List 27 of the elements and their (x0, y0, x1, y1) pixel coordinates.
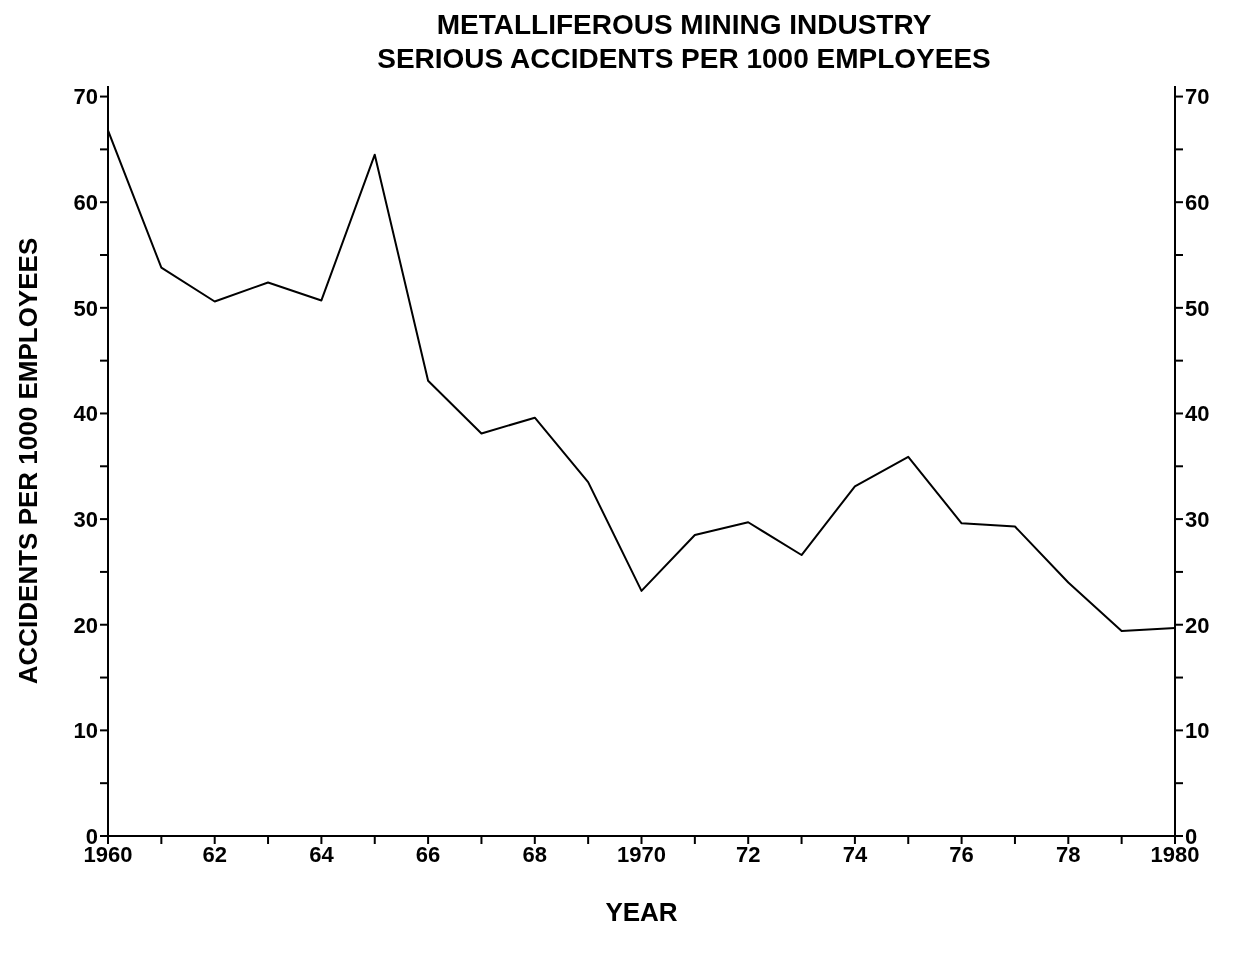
x-tick-label: 76 (949, 841, 974, 867)
y-tick-label: 40 (73, 401, 98, 427)
x-tick-label: 78 (1056, 841, 1081, 867)
x-tick-label: 74 (842, 841, 868, 867)
y-tick-label: 60 (73, 190, 98, 216)
y-tick-label: 20 (73, 612, 98, 638)
y-tick-label: 30 (73, 506, 98, 532)
x-tick-label: 1970 (617, 841, 666, 867)
y-axis-title: ACCIDENTS PER 1000 EMPLOYEES (13, 237, 44, 685)
x-tick-label: 72 (735, 841, 761, 867)
chart-subtitle: SERIOUS ACCIDENTS PER 1000 EMPLOYEES (376, 42, 992, 76)
y2-tick-label: 50 (1185, 295, 1210, 321)
y2-tick-label: 20 (1185, 612, 1210, 638)
x-tick-label: 62 (202, 841, 227, 867)
y2-tick-label: 70 (1185, 84, 1210, 110)
y2-tick-label: 30 (1185, 506, 1210, 532)
y2-tick-label: 60 (1185, 190, 1210, 216)
x-tick-label: 64 (309, 841, 335, 867)
x-tick-label: 66 (415, 841, 441, 867)
y-tick-label: 10 (73, 718, 98, 744)
y2-tick-label: 10 (1185, 718, 1210, 744)
y-tick-label: 70 (73, 84, 98, 110)
x-axis-title: YEAR (605, 897, 678, 927)
y2-tick-label: 40 (1185, 401, 1210, 427)
chart-title: METALLIFEROUS MINING INDUSTRY (435, 8, 933, 42)
y-tick-label: 50 (73, 295, 98, 321)
x-tick-label: 68 (522, 841, 548, 867)
